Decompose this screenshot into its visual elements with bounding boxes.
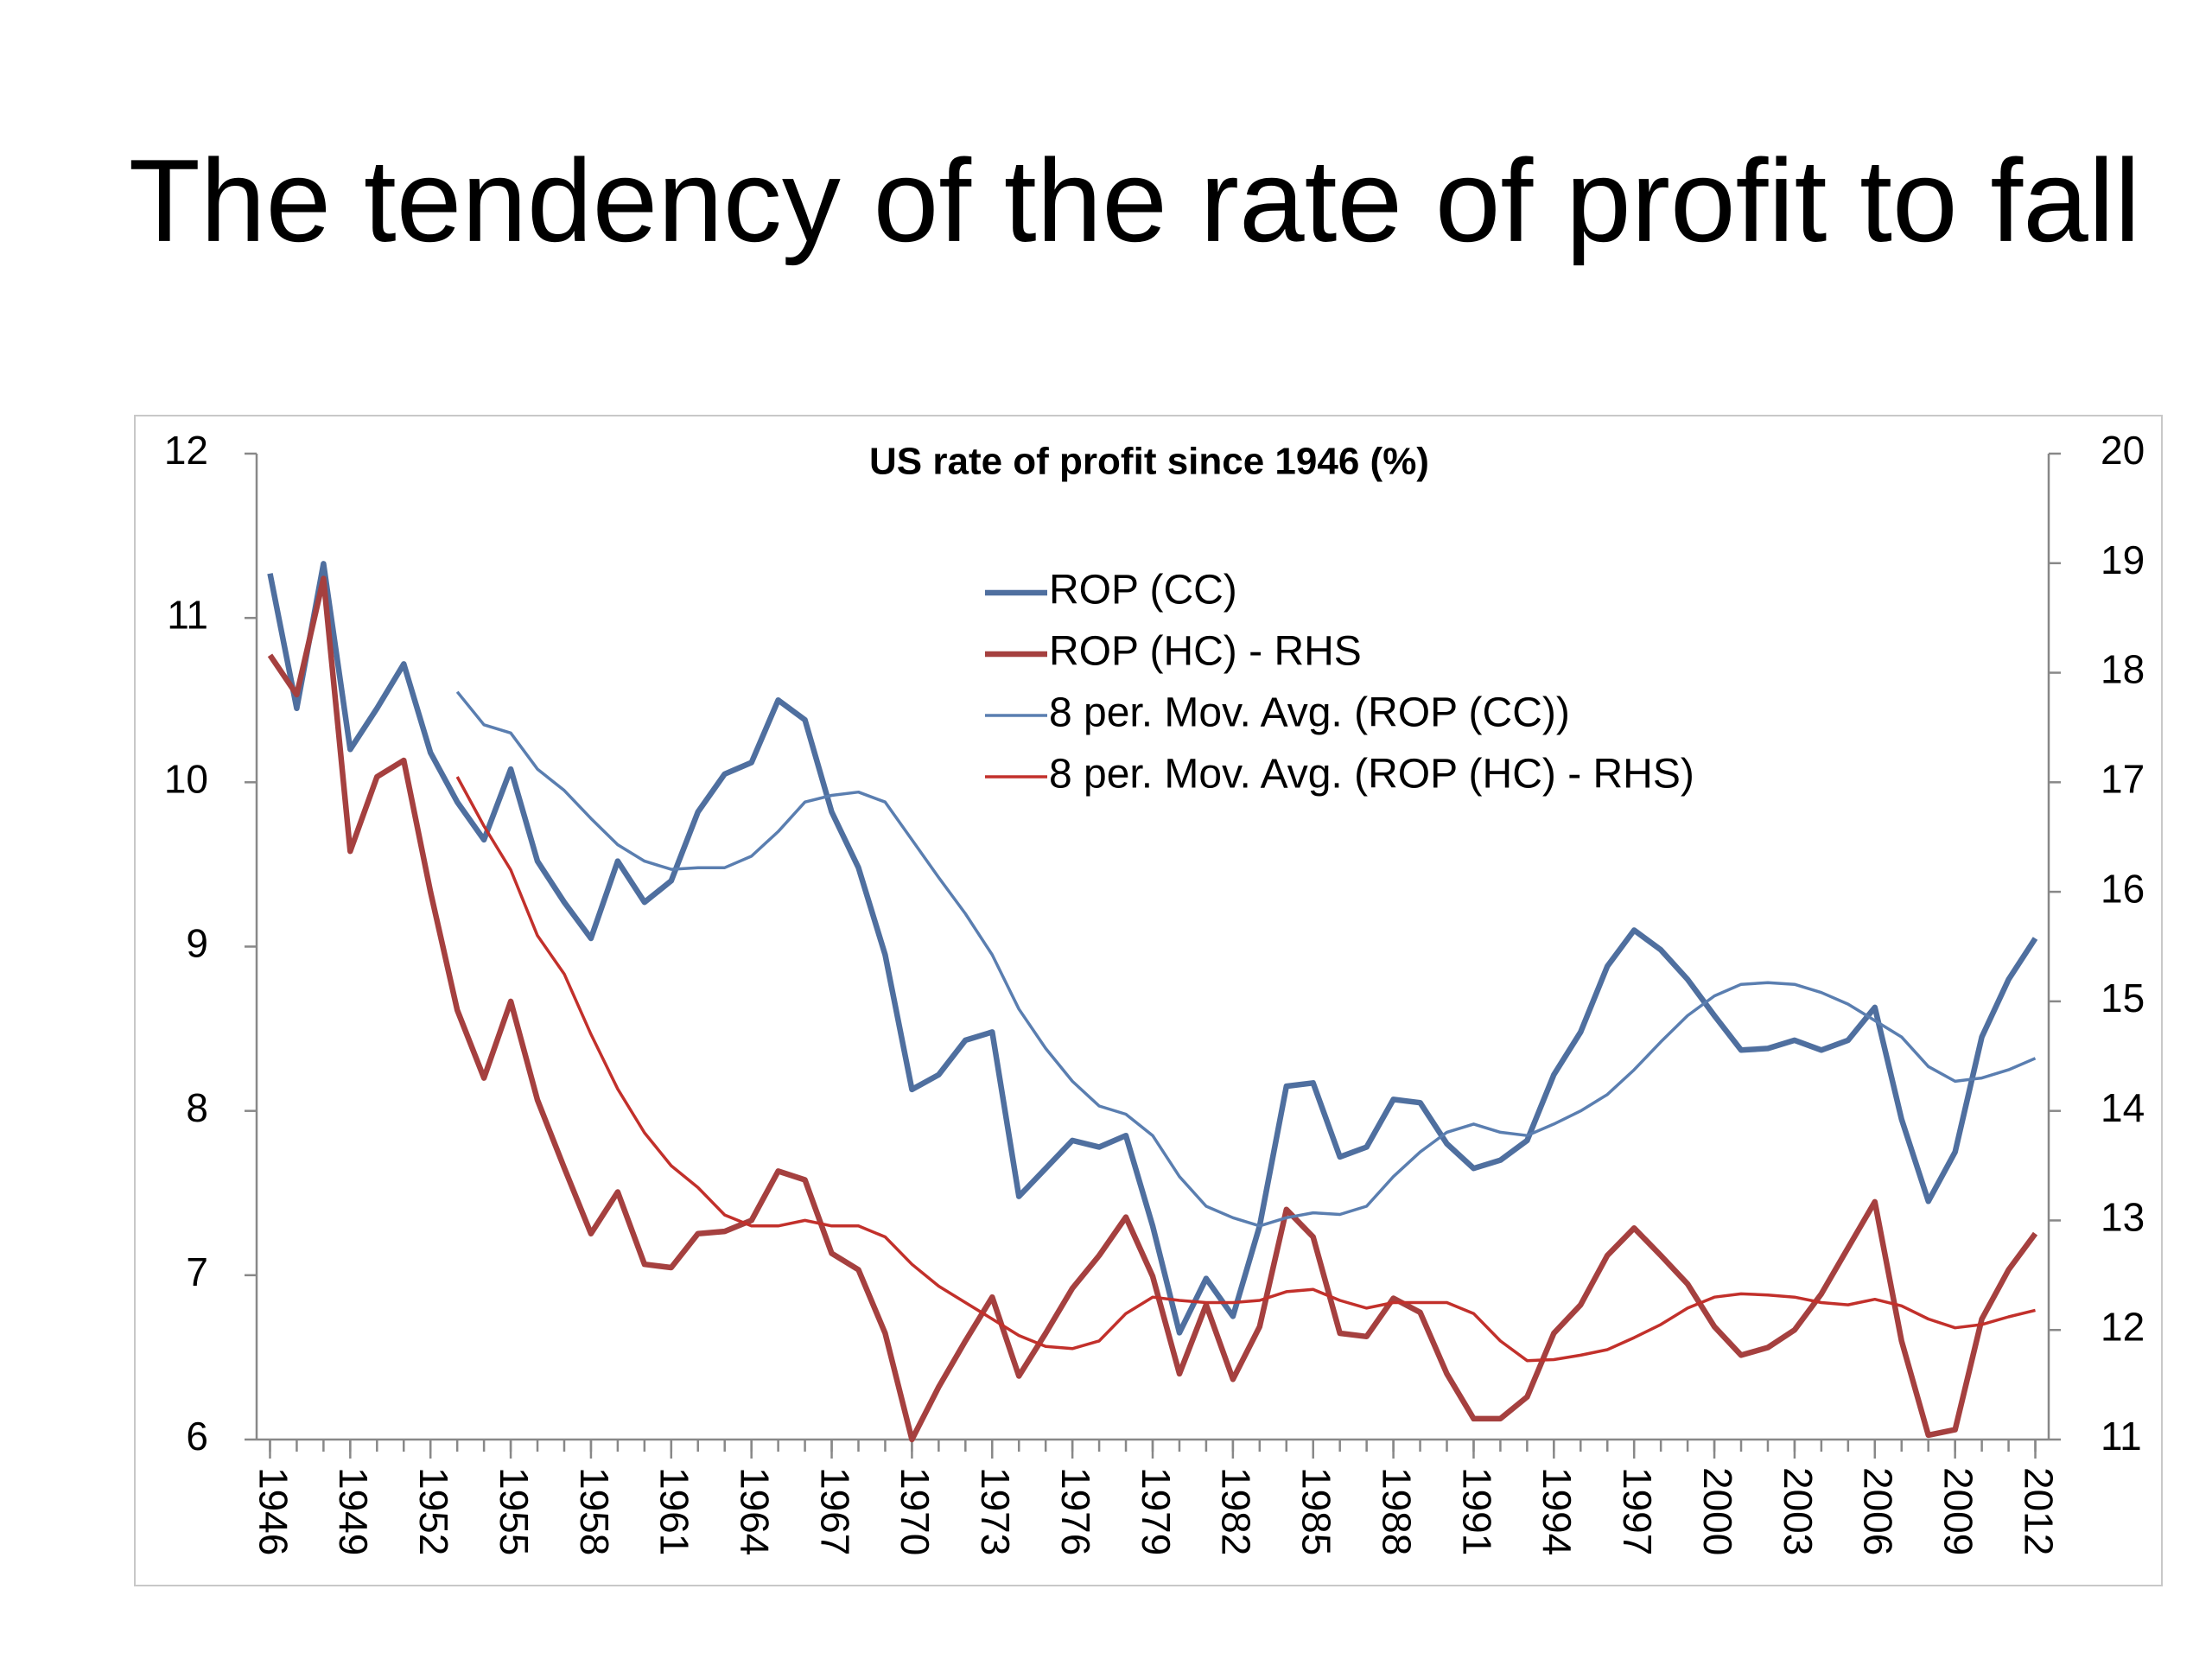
series-line — [455, 690, 2037, 1228]
y2-tick-label: 20 — [2101, 428, 2145, 473]
x-tick-label: 1991 — [1454, 1467, 1499, 1555]
x-tick-label: 1976 — [1053, 1467, 1098, 1555]
chart-title: US rate of profit since 1946 (%) — [869, 441, 1429, 483]
y2-tick-label: 13 — [2101, 1195, 2145, 1240]
y-tick-label: 11 — [167, 592, 208, 637]
y2-tick-label: 19 — [2101, 537, 2145, 582]
y2-tick-label: 16 — [2101, 866, 2145, 911]
x-tick-label: 1973 — [973, 1467, 1018, 1555]
x-tick-label: 1964 — [733, 1467, 778, 1555]
x-tick-label: 1994 — [1535, 1467, 1580, 1555]
x-tick-label: 1958 — [572, 1467, 617, 1555]
x-tick-label: 1970 — [893, 1467, 938, 1555]
series-line — [267, 561, 2038, 1336]
series-line — [267, 575, 2038, 1443]
y-tick-label: 9 — [186, 921, 208, 966]
x-tick-label: 1946 — [251, 1467, 296, 1555]
x-tick-label: 1955 — [492, 1467, 537, 1555]
x-tick-label: 1985 — [1294, 1467, 1339, 1555]
y2-tick-label: 14 — [2101, 1085, 2145, 1130]
legend-text: 8 per. Mov. Avg. (ROP (HC) - RHS) — [1049, 752, 1694, 798]
x-tick-label: 1967 — [812, 1467, 857, 1555]
x-tick-label: 2009 — [1936, 1467, 1981, 1555]
y-tick-label: 8 — [186, 1085, 208, 1130]
x-tick-label: 2003 — [1776, 1467, 1821, 1555]
legend-text: 8 per. Mov. Avg. (ROP (CC)) — [1049, 690, 1570, 736]
legend-text: ROP (CC) — [1049, 568, 1237, 613]
legend-text: ROP (HC) - RHS — [1049, 629, 1362, 675]
x-tick-label: 1997 — [1615, 1467, 1660, 1555]
x-tick-label: 1979 — [1134, 1467, 1179, 1555]
y-tick-label: 6 — [186, 1414, 208, 1459]
x-tick-label: 1982 — [1214, 1467, 1259, 1555]
y2-tick-label: 12 — [2101, 1304, 2145, 1349]
x-tick-label: 1952 — [411, 1467, 456, 1555]
x-tick-label: 2000 — [1695, 1467, 1740, 1555]
slide-title: The tendency of the rate of profit to fa… — [129, 135, 2140, 266]
series-line — [455, 776, 2036, 1363]
y2-tick-label: 17 — [2101, 756, 2145, 801]
chart-frame — [134, 415, 2163, 1586]
x-tick-label: 1961 — [652, 1467, 697, 1555]
y2-tick-label: 15 — [2101, 976, 2145, 1020]
x-tick-label: 2006 — [1856, 1467, 1901, 1555]
y2-tick-label: 11 — [2101, 1414, 2142, 1459]
y-tick-label: 7 — [186, 1249, 208, 1294]
x-tick-label: 1988 — [1374, 1467, 1419, 1555]
x-tick-label: 1949 — [331, 1467, 376, 1555]
y-tick-label: 10 — [164, 756, 208, 801]
y-tick-label: 12 — [164, 428, 208, 473]
x-tick-label: 2012 — [2016, 1467, 2061, 1555]
y2-tick-label: 18 — [2101, 647, 2145, 692]
